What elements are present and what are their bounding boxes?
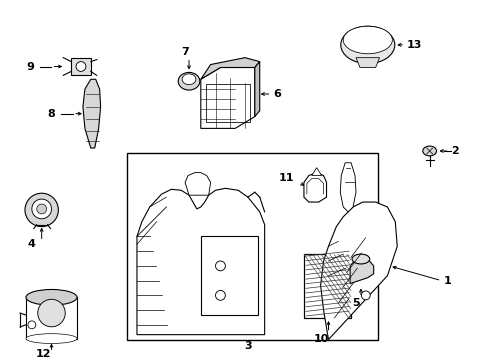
Circle shape (38, 299, 65, 327)
Polygon shape (340, 163, 356, 212)
Bar (304, 254, 351, 318)
Polygon shape (356, 58, 380, 67)
Text: 7: 7 (181, 47, 189, 57)
Ellipse shape (178, 72, 200, 90)
Text: 1: 1 (443, 276, 451, 285)
Text: 13: 13 (407, 40, 422, 50)
Polygon shape (312, 168, 321, 176)
Ellipse shape (26, 334, 77, 343)
Circle shape (216, 291, 225, 300)
Polygon shape (201, 58, 260, 79)
Text: 5: 5 (352, 298, 360, 308)
Text: 9: 9 (26, 62, 34, 72)
Polygon shape (350, 259, 374, 284)
Text: 8: 8 (48, 109, 55, 119)
Polygon shape (304, 172, 326, 202)
Text: 3: 3 (244, 341, 252, 351)
Text: 12: 12 (36, 349, 51, 359)
Ellipse shape (341, 26, 395, 64)
Polygon shape (320, 202, 397, 339)
Ellipse shape (352, 254, 370, 264)
Polygon shape (201, 67, 255, 129)
Circle shape (216, 261, 225, 271)
Circle shape (37, 204, 47, 214)
Bar (26, 297, 77, 339)
Bar (201, 237, 258, 315)
Text: 2: 2 (451, 146, 459, 156)
Polygon shape (185, 172, 211, 195)
Bar (304, 254, 351, 318)
Polygon shape (83, 79, 100, 148)
Text: 11: 11 (279, 172, 294, 183)
Circle shape (362, 291, 370, 300)
Circle shape (28, 321, 36, 329)
Polygon shape (255, 62, 260, 117)
Text: 6: 6 (273, 89, 281, 99)
Circle shape (359, 261, 368, 270)
Text: 10: 10 (314, 334, 329, 343)
Circle shape (76, 62, 86, 71)
Polygon shape (137, 188, 265, 335)
Ellipse shape (26, 289, 77, 305)
Ellipse shape (343, 26, 392, 54)
Ellipse shape (182, 74, 196, 85)
Bar (206, 84, 250, 122)
Ellipse shape (423, 146, 437, 156)
Text: 4: 4 (28, 239, 36, 249)
Bar (127, 153, 378, 339)
Circle shape (25, 193, 58, 226)
Circle shape (32, 199, 51, 219)
Bar (71, 58, 91, 75)
